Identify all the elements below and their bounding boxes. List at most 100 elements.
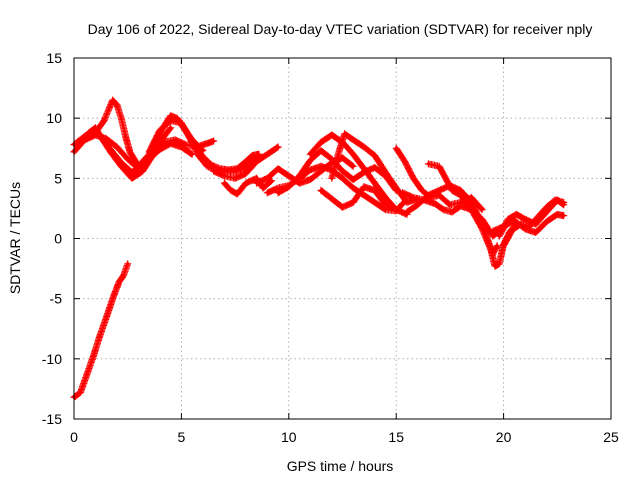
series-arc-g xyxy=(210,143,282,182)
data-point xyxy=(394,208,398,212)
data-point xyxy=(441,208,446,212)
data-point xyxy=(545,205,549,209)
data-point xyxy=(562,214,566,218)
x-tick-label: 25 xyxy=(603,429,619,445)
data-point xyxy=(233,176,237,180)
data-point xyxy=(510,228,514,232)
data-point xyxy=(553,198,557,202)
data-point xyxy=(126,262,130,266)
data-point xyxy=(444,176,448,180)
data-point xyxy=(265,176,269,180)
data-point xyxy=(261,186,265,190)
data-point xyxy=(162,134,166,138)
data-point xyxy=(276,145,280,149)
data-point xyxy=(411,176,415,180)
data-point xyxy=(437,188,441,192)
data-point xyxy=(495,244,499,248)
data-point xyxy=(308,177,312,182)
data-point xyxy=(351,186,355,190)
data-point xyxy=(98,334,102,338)
data-point xyxy=(491,229,495,233)
data-point xyxy=(493,264,497,268)
data-point xyxy=(308,168,312,172)
data-point xyxy=(117,280,121,284)
data-point xyxy=(319,188,323,192)
x-axis-label: GPS time / hours xyxy=(287,458,394,474)
data-point xyxy=(459,193,463,197)
x-tick-label: 15 xyxy=(388,429,404,445)
data-point xyxy=(437,193,441,197)
data-point xyxy=(527,224,532,229)
data-point xyxy=(394,186,398,190)
data-point xyxy=(115,103,119,107)
data-point xyxy=(130,170,134,174)
data-point xyxy=(147,150,151,154)
data-point xyxy=(209,163,214,167)
data-point xyxy=(491,234,495,238)
data-point xyxy=(426,162,430,166)
data-point xyxy=(184,128,188,132)
series-arc-m xyxy=(328,130,422,206)
data-points xyxy=(70,96,568,401)
data-point xyxy=(362,145,366,149)
data-point xyxy=(255,181,259,185)
data-point xyxy=(426,193,430,197)
data-point xyxy=(362,167,366,171)
chart-title: Day 106 of 2022, Sidereal Day-to-day VTE… xyxy=(88,21,593,37)
data-point xyxy=(212,139,216,143)
data-point xyxy=(119,164,123,168)
series-arc-u xyxy=(500,196,568,250)
data-point xyxy=(373,165,377,170)
data-point xyxy=(330,133,334,137)
y-tick-label: 0 xyxy=(54,231,62,247)
data-point xyxy=(343,132,347,136)
data-point xyxy=(250,153,254,158)
data-point xyxy=(177,119,181,123)
data-point xyxy=(469,200,473,204)
series-arc-l xyxy=(317,183,400,214)
data-point xyxy=(383,196,388,200)
data-point xyxy=(373,181,377,185)
data-point xyxy=(276,167,280,171)
data-point xyxy=(519,222,523,226)
data-point xyxy=(340,176,345,180)
data-point xyxy=(411,196,415,200)
data-point xyxy=(459,204,463,208)
data-point xyxy=(383,170,388,174)
data-point xyxy=(405,210,409,214)
data-point xyxy=(100,137,104,141)
data-point xyxy=(111,297,115,301)
data-point xyxy=(373,153,377,158)
data-point xyxy=(489,247,493,251)
data-point xyxy=(319,164,323,168)
data-point xyxy=(330,197,334,201)
data-point xyxy=(244,165,248,170)
data-point xyxy=(351,164,355,168)
data-point xyxy=(102,119,106,123)
data-point xyxy=(244,171,248,176)
data-point xyxy=(480,227,484,231)
data-point xyxy=(469,208,473,212)
x-tick-label: 10 xyxy=(281,429,297,445)
data-point xyxy=(362,185,366,189)
series-arc-h xyxy=(220,174,276,198)
data-point xyxy=(255,159,259,164)
y-tick-label: 15 xyxy=(46,50,62,66)
data-point xyxy=(448,203,452,207)
data-point xyxy=(235,192,239,196)
data-point xyxy=(229,188,233,192)
data-point xyxy=(308,152,312,156)
data-point xyxy=(192,143,196,147)
data-point xyxy=(497,262,501,266)
x-tick-label: 20 xyxy=(496,429,512,445)
data-point xyxy=(169,116,173,120)
data-point xyxy=(119,116,123,120)
plot-frame xyxy=(73,57,612,420)
data-point xyxy=(130,176,134,180)
data-point xyxy=(534,230,538,235)
data-point xyxy=(506,217,510,221)
data-point xyxy=(201,155,205,159)
data-point xyxy=(173,138,177,142)
data-point xyxy=(340,169,345,173)
